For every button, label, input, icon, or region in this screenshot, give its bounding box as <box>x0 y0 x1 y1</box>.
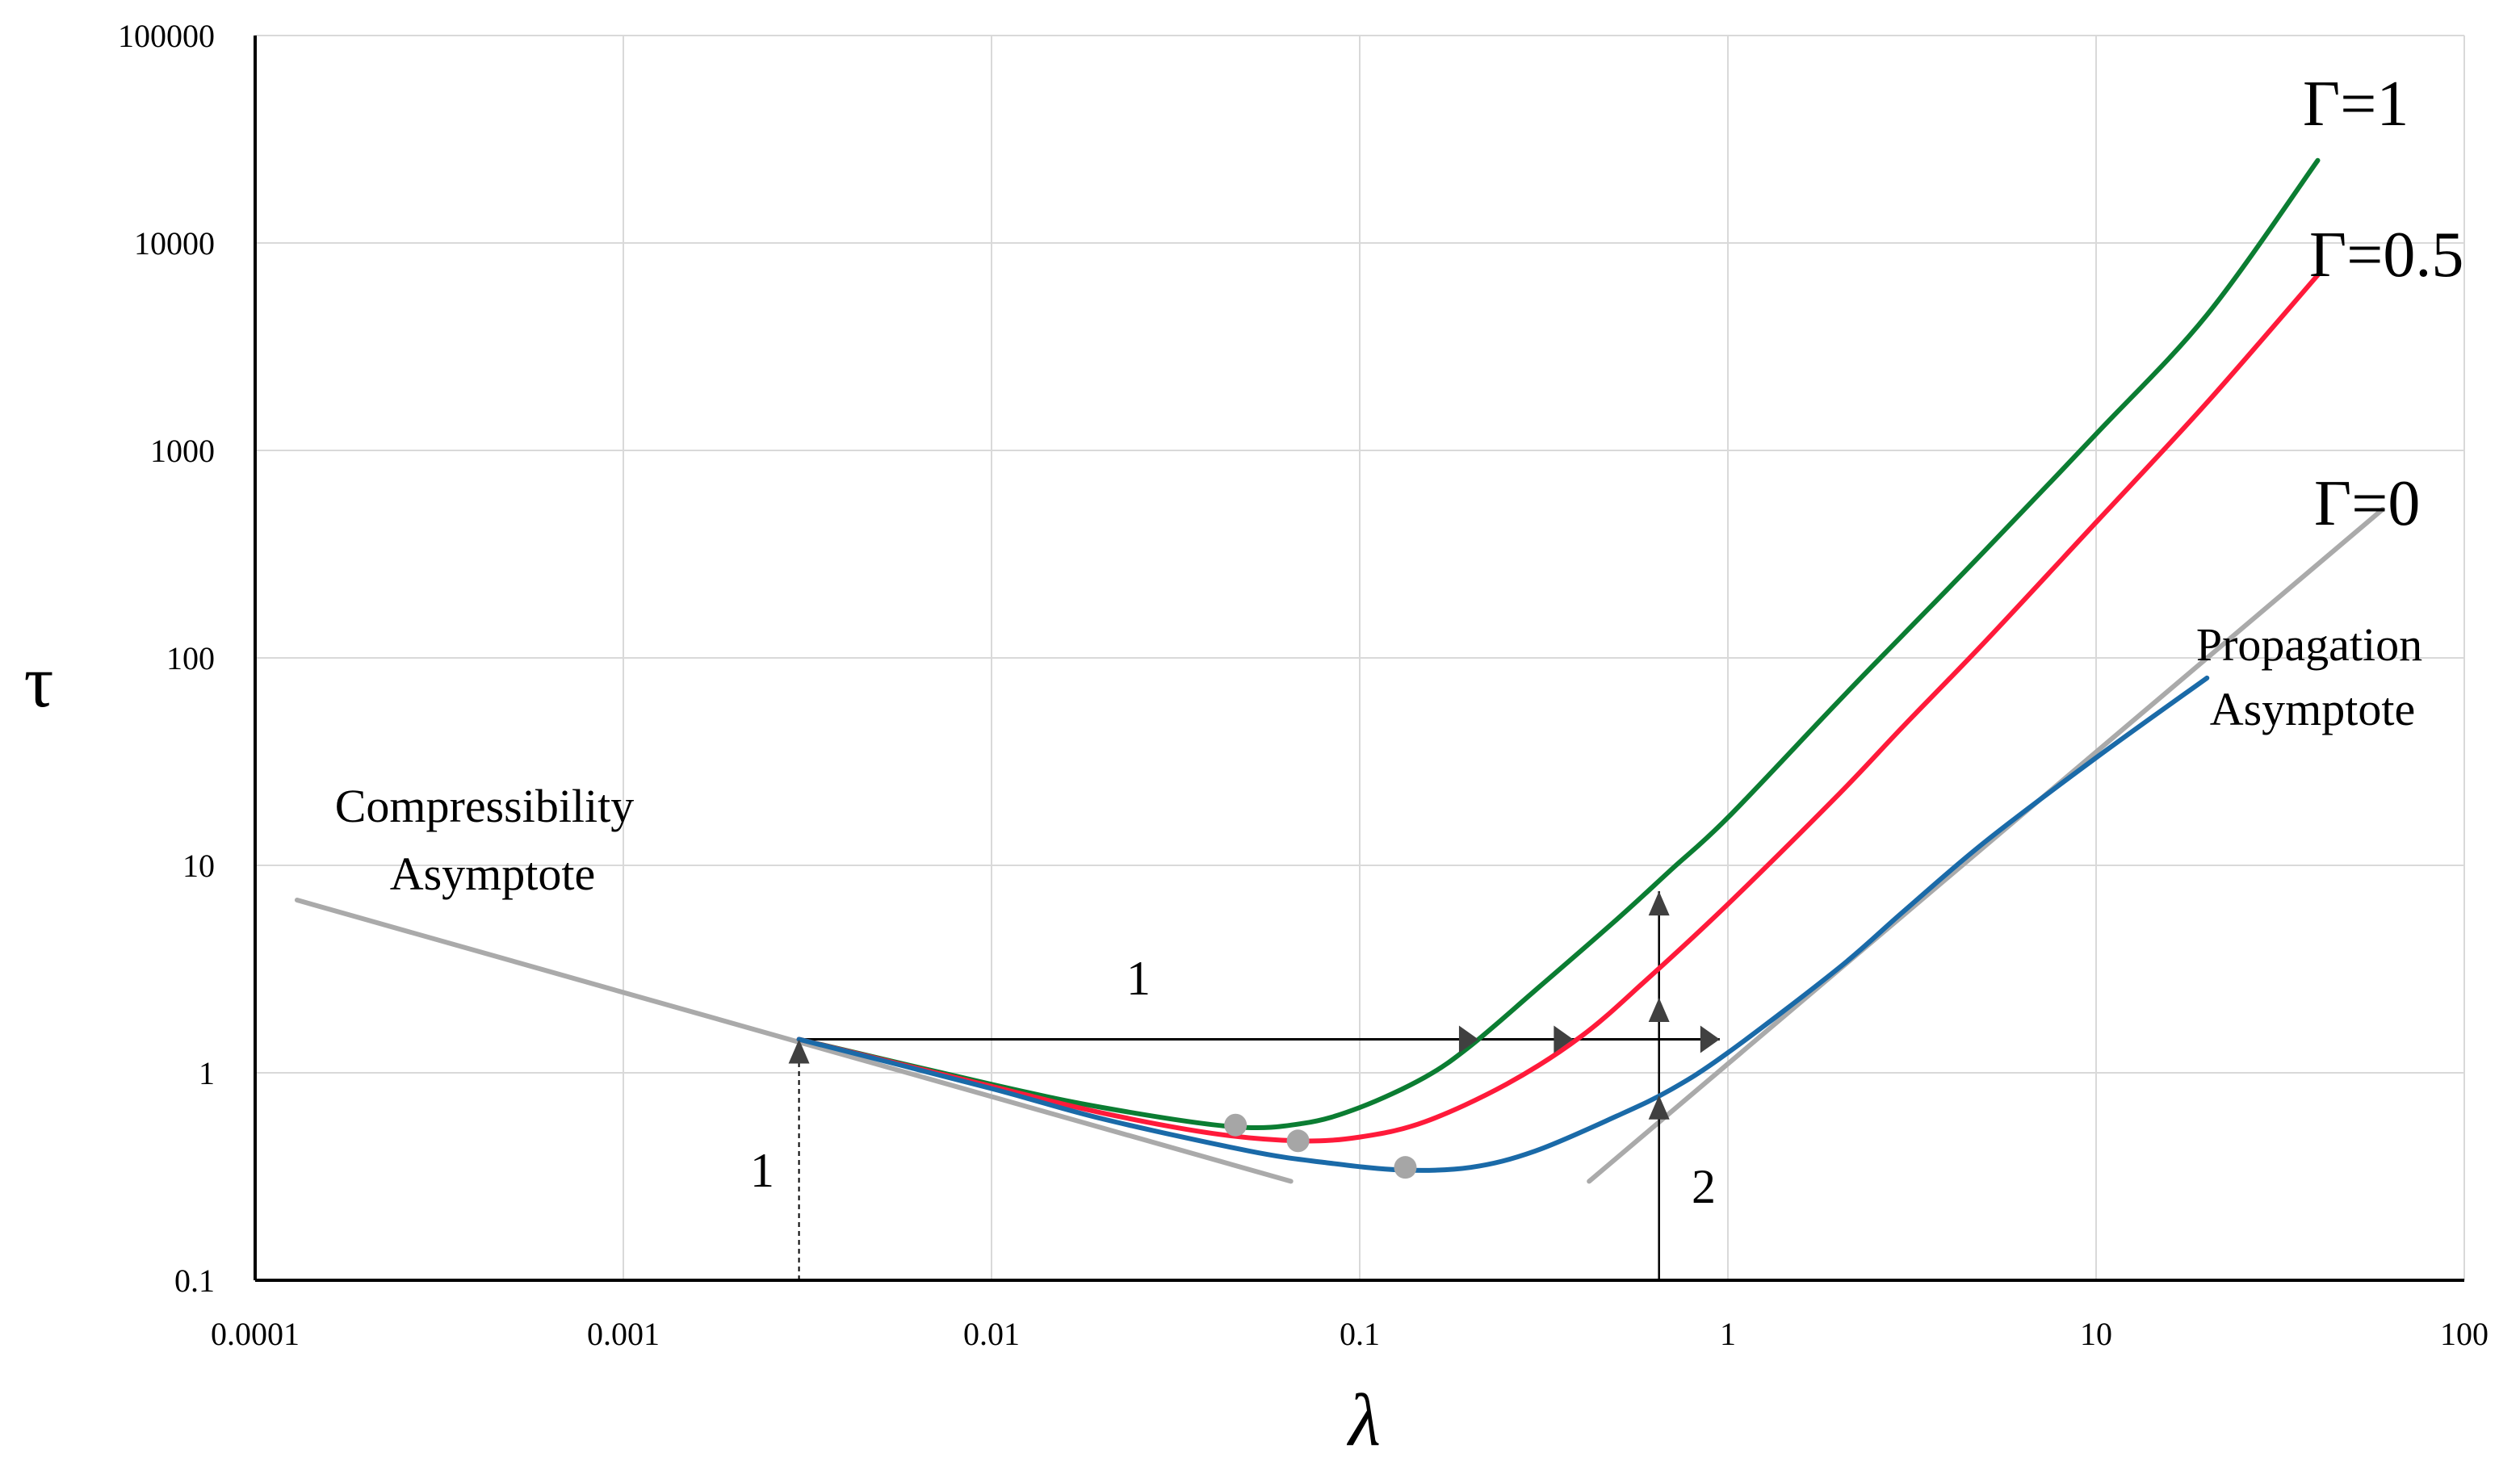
compressibility-label-line2: Asymptote <box>390 848 596 900</box>
arrowhead-up <box>1648 891 1670 916</box>
axes <box>254 36 2464 1282</box>
asymptote-lines <box>294 506 2385 1184</box>
y-tick-label: 1 <box>199 1055 215 1091</box>
arrowhead-up <box>788 1039 810 1064</box>
curve-label-gamma-0.5: Γ=0.5 <box>2309 220 2463 291</box>
y-tick-label: 100000 <box>118 18 215 54</box>
arrowhead-right <box>1458 1025 1478 1053</box>
x-tick-labels: 0.0001 0.001 0.01 0.1 1 10 100 <box>211 1316 2489 1352</box>
propagation-label-line2: Asymptote <box>2210 683 2416 735</box>
label-vertical-step-left: 1 <box>750 1144 774 1197</box>
x-tick-label: 0.001 <box>587 1316 660 1352</box>
arrowhead-right <box>1554 1025 1574 1053</box>
y-tick-labels: 0.1 1 10 100 1000 10000 100000 <box>118 18 215 1299</box>
series-line <box>796 157 2321 1131</box>
y-tick-label: 0.1 <box>174 1263 215 1299</box>
x-tick-label: 10 <box>2080 1316 2112 1352</box>
x-tick-label: 0.0001 <box>211 1316 300 1352</box>
asymptote-line <box>294 898 1294 1184</box>
minimum-markers <box>1224 1113 1417 1179</box>
arrowhead-up <box>1648 998 1670 1023</box>
curve-label-gamma-1: Γ=1 <box>2303 69 2409 140</box>
label-horizontal-step: 1 <box>1126 952 1151 1005</box>
minimum-marker <box>1286 1129 1310 1153</box>
arrowhead-right <box>1700 1025 1720 1053</box>
asymptote-line <box>1587 506 2385 1184</box>
label-vertical-step-right: 2 <box>1692 1160 1716 1213</box>
y-tick-label: 100 <box>166 640 215 676</box>
y-tick-label: 10000 <box>134 225 215 262</box>
series-line <box>796 675 2210 1173</box>
y-axis-label: τ <box>24 640 54 722</box>
x-tick-label: 1 <box>1720 1316 1736 1352</box>
x-axis-label: λ <box>1346 1379 1381 1461</box>
y-tick-label: 1000 <box>150 433 215 469</box>
x-tick-label: 0.01 <box>963 1316 1020 1352</box>
grid <box>255 35 2465 1280</box>
y-tick-label: 10 <box>182 848 215 884</box>
arrowheads <box>788 891 1720 1120</box>
compressibility-label-line1: Compressibility <box>335 780 635 832</box>
arrowhead-up <box>1648 1095 1670 1120</box>
propagation-label-line1: Propagation <box>2196 618 2422 671</box>
minimum-marker <box>1224 1113 1247 1137</box>
series-line <box>796 272 2321 1144</box>
curve-label-gamma-0: Γ=0 <box>2314 468 2420 539</box>
x-tick-label: 0.1 <box>1340 1316 1380 1352</box>
series-lines <box>796 157 2321 1173</box>
minimum-marker <box>1394 1156 1417 1179</box>
x-tick-label: 100 <box>2440 1316 2489 1352</box>
